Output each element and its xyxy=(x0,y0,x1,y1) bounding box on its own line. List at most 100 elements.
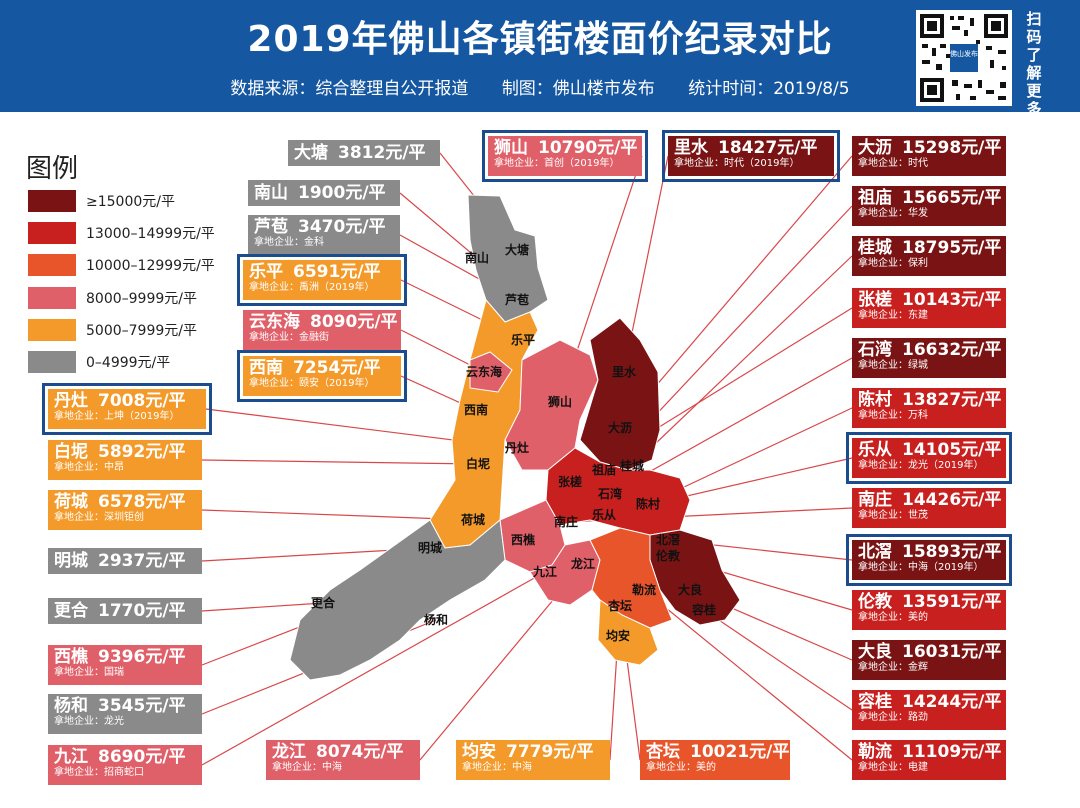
town-name-price: 丹灶 7008元/平 xyxy=(54,391,200,411)
town-name: 南庄 xyxy=(858,490,892,510)
town-developer: 拿地企业：时代 xyxy=(858,158,928,169)
qr-code-icon[interactable]: 佛山发布 xyxy=(916,10,1012,106)
town-developer: 拿地企业：中昂 xyxy=(54,462,124,473)
town-name-price: 大良 16031元/平 xyxy=(858,642,1002,662)
town-box: 杏坛 10021元/平 拿地企业：美的 xyxy=(640,740,790,780)
town-price: 18427元/平 xyxy=(718,138,818,158)
town-box: 容桂 14244元/平 拿地企业：路劲 xyxy=(852,690,1006,730)
map-town-label: 南山 xyxy=(465,250,489,265)
map-town-label: 白坭 xyxy=(466,456,490,471)
legend-label: 13000–14999元/平 xyxy=(86,226,215,242)
town-name: 杏坛 xyxy=(646,742,680,762)
town-name-price: 均安 7779元/平 xyxy=(462,742,604,762)
qr-badge-text: 佛山发布 xyxy=(950,50,978,58)
town-developer: 拿地企业：金融街 xyxy=(249,332,329,343)
town-box: 乐从 14105元/平 拿地企业：龙光（2019年） xyxy=(846,432,1012,484)
map-town-label: 杏坛 xyxy=(607,598,632,613)
town-box: 陈村 13827元/平 拿地企业：万科 xyxy=(852,388,1006,428)
map-town-label: 云东海 xyxy=(466,364,502,379)
town-developer: 拿地企业：深圳钜创 xyxy=(54,512,144,523)
legend-label: 8000–9999元/平 xyxy=(86,291,197,307)
town-developer: 拿地企业：首创（2019年） xyxy=(494,158,620,169)
town-price: 16632元/平 xyxy=(902,340,1002,360)
town-price: 1770元/平 xyxy=(98,601,186,621)
town-box: 祖庙 15665元/平 拿地企业：华发 xyxy=(852,186,1006,226)
region-gaoming xyxy=(289,519,506,681)
connector-line xyxy=(643,589,853,761)
town-developer: 拿地企业：华发 xyxy=(858,208,928,219)
town-name-price: 伦教 13591元/平 xyxy=(858,592,1001,612)
legend-title: 图例 xyxy=(26,154,79,184)
town-price: 14426元/平 xyxy=(902,490,1002,510)
town-name-price: 乐从 14105元/平 xyxy=(858,440,1002,460)
legend-label: ≥15000元/平 xyxy=(86,194,175,210)
town-developer: 拿地企业：电建 xyxy=(858,762,928,773)
town-box: 西樵 9396元/平 拿地企业：国瑞 xyxy=(48,645,202,685)
town-box: 乐平 6591元/平 拿地企业：禹洲（2019年） xyxy=(237,254,407,306)
town-name: 荷城 xyxy=(54,492,88,512)
legend-item: ≥15000元/平 xyxy=(28,190,175,212)
town-name-price: 北滘 15893元/平 xyxy=(858,542,1001,562)
town-price: 8074元/平 xyxy=(316,742,404,762)
town-developer: 拿地企业：中海 xyxy=(462,762,532,773)
town-developer: 拿地企业：国瑞 xyxy=(54,667,124,678)
region-chancheng xyxy=(545,447,691,536)
map-town-label: 南庄 xyxy=(554,514,578,529)
map-town-label: 伦教 xyxy=(656,548,681,563)
subtitle: 数据来源：综合整理自公开报道 制图：佛山楼市发布 统计时间：2019/8/5 xyxy=(0,74,1080,99)
town-box: 狮山 10790元/平 拿地企业：首创（2019年） xyxy=(482,130,648,182)
town-price: 14105元/平 xyxy=(902,440,1002,460)
town-name-price: 张槎 10143元/平 xyxy=(858,290,1002,310)
town-price: 16031元/平 xyxy=(902,642,1002,662)
town-developer: 拿地企业：绿城 xyxy=(858,360,928,371)
town-box: 均安 7779元/平 拿地企业：中海 xyxy=(456,740,610,780)
town-developer: 拿地企业：东建 xyxy=(858,310,928,321)
town-name: 南山 xyxy=(254,183,288,203)
town-price: 10143元/平 xyxy=(902,290,1002,310)
town-name: 狮山 xyxy=(494,138,528,158)
town-name: 龙江 xyxy=(272,742,306,762)
town-name-price: 祖庙 15665元/平 xyxy=(858,188,1001,208)
town-developer: 拿地企业：龙光（2019年） xyxy=(858,460,984,471)
legend-item: 13000–14999元/平 xyxy=(28,222,215,244)
map-town-label: 明城 xyxy=(418,540,442,555)
town-box: 大塘 3812元/平 xyxy=(288,140,440,166)
map-town-label: 容桂 xyxy=(691,602,716,617)
town-price: 5892元/平 xyxy=(98,442,186,462)
town-name: 白坭 xyxy=(54,442,88,462)
map-town-label: 大良 xyxy=(678,582,702,597)
town-name: 九江 xyxy=(54,747,88,767)
town-name-price: 石湾 16632元/平 xyxy=(858,340,1002,360)
connector-line xyxy=(201,571,546,766)
town-box: 里水 18427元/平 拿地企业：时代（2019年） xyxy=(662,130,840,182)
town-box: 南山 1900元/平 xyxy=(248,180,400,206)
town-name: 里水 xyxy=(674,138,708,158)
town-developer: 拿地企业：保利 xyxy=(858,258,928,269)
map-town-label: 杨和 xyxy=(424,612,448,627)
town-name: 大沥 xyxy=(858,138,892,158)
legend-swatch xyxy=(28,351,76,373)
data-source: 数据来源：综合整理自公开报道 xyxy=(230,79,469,99)
town-name: 勒流 xyxy=(858,742,892,762)
town-name-price: 狮山 10790元/平 xyxy=(494,138,637,158)
town-box: 张槎 10143元/平 拿地企业：东建 xyxy=(852,288,1006,328)
map-town-label: 更合 xyxy=(311,595,336,610)
town-developer: 拿地企业：时代（2019年） xyxy=(674,158,800,169)
town-box: 九江 8690元/平 拿地企业：招商蛇口 xyxy=(48,745,202,785)
town-price: 7008元/平 xyxy=(98,391,186,411)
town-name-price: 芦苞 3470元/平 xyxy=(254,217,394,237)
town-developer: 拿地企业：万科 xyxy=(858,410,928,421)
map-town-label: 石湾 xyxy=(597,486,622,501)
town-name-price: 里水 18427元/平 xyxy=(674,138,828,158)
town-box: 白坭 5892元/平 拿地企业：中昂 xyxy=(48,440,202,480)
town-name: 大塘 xyxy=(294,143,328,163)
town-price: 11109元/平 xyxy=(902,742,1002,762)
town-developer: 拿地企业：禹洲（2019年） xyxy=(249,282,375,293)
town-price: 8690元/平 xyxy=(98,747,186,767)
town-name-price: 容桂 14244元/平 xyxy=(858,692,1001,712)
town-name-price: 勒流 11109元/平 xyxy=(858,742,1002,762)
map-town-label: 西南 xyxy=(464,402,488,417)
town-price: 1900元/平 xyxy=(298,183,386,203)
scan-more-text: 扫码了解更多 xyxy=(1026,10,1042,118)
town-box: 云东海 8090元/平 拿地企业：金融街 xyxy=(243,310,401,350)
